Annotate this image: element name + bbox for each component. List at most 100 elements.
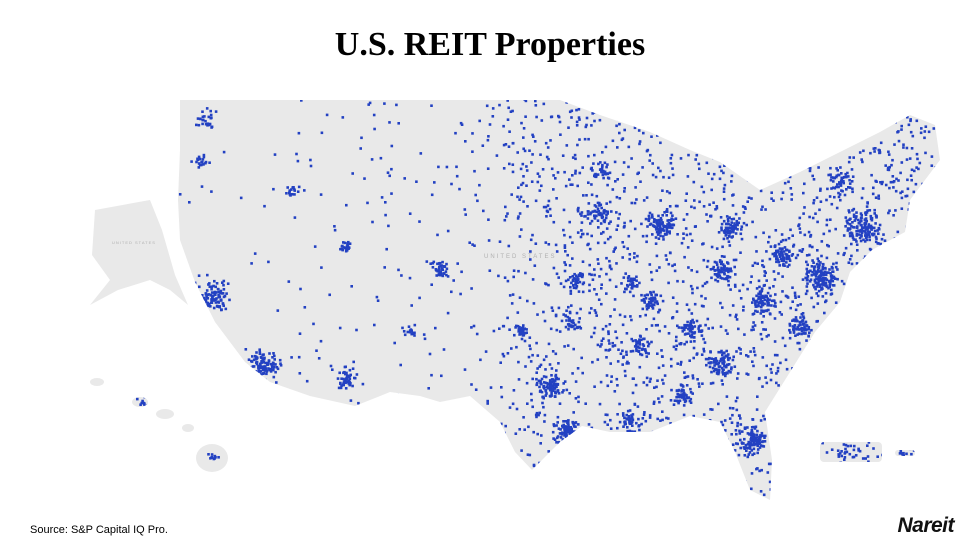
property-dot — [908, 340, 912, 344]
property-dot — [575, 285, 579, 288]
property-dot — [563, 170, 566, 174]
property-dot — [755, 408, 759, 411]
property-dot — [586, 217, 590, 220]
property-dot — [410, 486, 414, 490]
property-dot — [589, 222, 592, 225]
property-dot — [769, 462, 772, 466]
property-dot — [803, 150, 806, 153]
property-dot — [891, 175, 895, 178]
property-dot — [218, 295, 222, 298]
property-dot — [808, 169, 812, 173]
property-dot — [901, 268, 905, 271]
property-dot — [921, 186, 924, 190]
property-dot — [526, 299, 529, 303]
property-dot — [565, 492, 569, 495]
property-dot — [713, 269, 717, 272]
property-dot — [348, 381, 351, 384]
property-dot — [811, 475, 815, 478]
property-dot — [643, 301, 646, 304]
property-dot — [209, 305, 212, 308]
property-dot — [676, 437, 679, 440]
property-dot — [932, 127, 936, 130]
property-dot — [596, 111, 600, 114]
property-dot — [290, 193, 294, 196]
property-dot — [928, 488, 932, 491]
property-dot — [789, 187, 793, 190]
property-dot — [916, 492, 919, 496]
property-dot — [626, 285, 630, 288]
property-dot — [519, 167, 523, 171]
property-dot — [419, 152, 423, 155]
property-dot — [627, 415, 631, 419]
property-dot — [842, 234, 846, 237]
property-dot — [796, 364, 799, 367]
property-dot — [436, 233, 439, 237]
property-dot — [915, 119, 919, 123]
property-dot — [647, 214, 651, 218]
property-dot — [604, 324, 608, 328]
property-dot — [835, 167, 838, 170]
property-dot — [789, 331, 792, 334]
property-dot — [502, 167, 506, 170]
property-dot — [699, 324, 702, 327]
property-dot — [604, 172, 608, 176]
property-dot — [726, 237, 729, 240]
property-dot — [616, 426, 619, 430]
property-dot — [736, 222, 739, 225]
property-dot — [876, 299, 879, 303]
property-dot — [730, 180, 733, 183]
property-dot — [222, 150, 226, 154]
property-dot — [832, 423, 836, 426]
property-dot — [913, 276, 917, 280]
property-dot — [855, 240, 858, 243]
property-dot — [794, 308, 798, 312]
property-dot — [208, 161, 211, 164]
property-dot — [923, 344, 927, 348]
property-dot — [576, 499, 580, 500]
property-dot — [542, 405, 545, 409]
property-dot — [856, 249, 859, 252]
property-dot — [748, 445, 751, 448]
property-dot — [750, 328, 753, 332]
property-dot — [836, 277, 839, 281]
property-dot — [891, 158, 894, 162]
property-dot — [720, 366, 724, 370]
property-dot — [796, 304, 800, 307]
property-dot — [927, 185, 930, 189]
property-dot — [566, 486, 569, 490]
property-dot — [710, 177, 714, 181]
property-dot — [628, 409, 632, 412]
property-dot — [596, 219, 600, 222]
property-dot — [788, 416, 792, 419]
property-dot — [700, 425, 704, 429]
property-dot — [731, 493, 735, 497]
property-dot — [562, 228, 565, 232]
property-dot — [837, 453, 840, 456]
property-dot — [427, 387, 430, 390]
property-dot — [273, 354, 276, 358]
property-dot — [621, 173, 625, 176]
property-dot — [739, 352, 742, 355]
property-dot — [366, 201, 369, 205]
property-dot — [645, 476, 649, 480]
property-dot — [727, 279, 730, 283]
property-dot — [844, 451, 847, 454]
property-dot — [578, 280, 582, 284]
property-dot — [927, 293, 930, 296]
property-dot — [708, 356, 711, 360]
property-dot — [577, 290, 581, 293]
property-dot — [737, 453, 741, 457]
property-dot — [785, 367, 789, 371]
property-dot — [848, 432, 852, 435]
property-dot — [217, 288, 220, 291]
property-dot — [879, 467, 883, 470]
property-dot — [789, 169, 793, 173]
property-dot — [705, 265, 709, 269]
property-dot — [624, 272, 627, 275]
property-dot — [804, 292, 808, 296]
property-dot — [381, 470, 385, 473]
property-dot — [602, 176, 605, 180]
property-dot — [633, 201, 637, 205]
property-dot — [518, 326, 521, 329]
property-dot — [293, 189, 296, 192]
